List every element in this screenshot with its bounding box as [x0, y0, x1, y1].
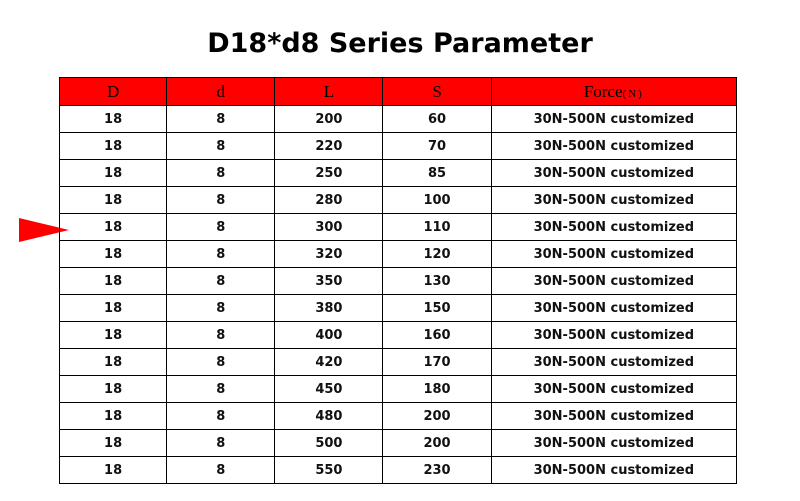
cell-d: 8 [166, 105, 276, 133]
cell-force: 30N-500N customized [490, 456, 738, 484]
cell-d: 8 [166, 348, 276, 376]
table-header-row: D d L S Force(N) [58, 77, 738, 106]
cell-D: 18 [58, 375, 168, 403]
cell-L: 420 [274, 348, 384, 376]
table-row: 18 8 450 180 30N-500N customized [58, 375, 738, 403]
cell-L: 220 [274, 132, 384, 160]
cell-L: 450 [274, 375, 384, 403]
table-row: 18 8 400 160 30N-500N customized [58, 321, 738, 349]
table-row: 18 8 500 200 30N-500N customized [58, 429, 738, 457]
cell-D: 18 [58, 429, 168, 457]
header-D: D [58, 77, 168, 106]
cell-d: 8 [166, 267, 276, 295]
cell-L: 300 [274, 213, 384, 241]
page-title: D18*d8 Series Parameter [207, 28, 593, 59]
parameter-table: D d L S Force(N) 18 8 200 60 30N-500N custom… [58, 77, 738, 484]
cell-D: 18 [58, 348, 168, 376]
cell-L: 350 [274, 267, 384, 295]
cell-force: 30N-500N customized [490, 132, 738, 160]
table-row: 18 8 220 70 30N-500N customized [58, 132, 738, 160]
table-row: 18 8 550 230 30N-500N customized [58, 456, 738, 484]
cell-force: 30N-500N customized [490, 402, 738, 430]
table-row: 18 8 480 200 30N-500N customized [58, 402, 738, 430]
cell-d: 8 [166, 375, 276, 403]
header-force-unit: (N) [622, 87, 644, 100]
cell-force: 30N-500N customized [490, 105, 738, 133]
cell-L: 320 [274, 240, 384, 268]
cell-S: 85 [382, 159, 492, 187]
header-force-label: Force [583, 81, 623, 101]
table-row: 18 8 250 85 30N-500N customized [58, 159, 738, 187]
cell-force: 30N-500N customized [490, 321, 738, 349]
cell-D: 18 [58, 321, 168, 349]
cell-S: 200 [382, 402, 492, 430]
cell-D: 18 [58, 213, 168, 241]
cell-L: 380 [274, 294, 384, 322]
cell-S: 200 [382, 429, 492, 457]
cell-S: 100 [382, 186, 492, 214]
cell-force: 30N-500N customized [490, 186, 738, 214]
cell-d: 8 [166, 294, 276, 322]
table-row: 18 8 350 130 30N-500N customized [58, 267, 738, 295]
cell-S: 130 [382, 267, 492, 295]
cell-d: 8 [166, 159, 276, 187]
cell-force: 30N-500N customized [490, 267, 738, 295]
header-d: d [166, 77, 276, 106]
cell-D: 18 [58, 456, 168, 484]
cell-L: 480 [274, 402, 384, 430]
table-row: 18 8 380 150 30N-500N customized [58, 294, 738, 322]
table-row: 18 8 420 170 30N-500N customized [58, 348, 738, 376]
cell-S: 170 [382, 348, 492, 376]
cell-S: 150 [382, 294, 492, 322]
table-row: 18 8 280 100 30N-500N customized [58, 186, 738, 214]
cell-S: 110 [382, 213, 492, 241]
cell-S: 180 [382, 375, 492, 403]
cell-S: 230 [382, 456, 492, 484]
cell-d: 8 [166, 456, 276, 484]
cell-D: 18 [58, 240, 168, 268]
cell-d: 8 [166, 429, 276, 457]
header-S: S [382, 77, 492, 106]
table-row: 18 8 200 60 30N-500N customized [58, 105, 738, 133]
cell-S: 120 [382, 240, 492, 268]
cell-force: 30N-500N customized [490, 429, 738, 457]
cell-L: 500 [274, 429, 384, 457]
cell-D: 18 [58, 402, 168, 430]
cell-d: 8 [166, 402, 276, 430]
cell-d: 8 [166, 132, 276, 160]
cell-D: 18 [58, 132, 168, 160]
table-row: 18 8 300 110 30N-500N customized [58, 213, 738, 241]
cell-L: 400 [274, 321, 384, 349]
cell-force: 30N-500N customized [490, 159, 738, 187]
cell-S: 160 [382, 321, 492, 349]
cell-D: 18 [58, 186, 168, 214]
cell-d: 8 [166, 186, 276, 214]
header-L: L [274, 77, 384, 106]
cell-D: 18 [58, 267, 168, 295]
cell-L: 550 [274, 456, 384, 484]
cell-d: 8 [166, 321, 276, 349]
cell-d: 8 [166, 213, 276, 241]
cell-force: 30N-500N customized [490, 240, 738, 268]
cell-force: 30N-500N customized [490, 375, 738, 403]
cell-L: 280 [274, 186, 384, 214]
cell-force: 30N-500N customized [490, 348, 738, 376]
header-force: Force(N) [490, 77, 738, 106]
cell-D: 18 [58, 159, 168, 187]
cell-L: 200 [274, 105, 384, 133]
cell-D: 18 [58, 105, 168, 133]
cell-S: 70 [382, 132, 492, 160]
table-row: 18 8 320 120 30N-500N customized [58, 240, 738, 268]
cell-D: 18 [58, 294, 168, 322]
cell-force: 30N-500N customized [490, 294, 738, 322]
cell-L: 250 [274, 159, 384, 187]
cell-d: 8 [166, 240, 276, 268]
cell-force: 30N-500N customized [490, 213, 738, 241]
cell-S: 60 [382, 105, 492, 133]
